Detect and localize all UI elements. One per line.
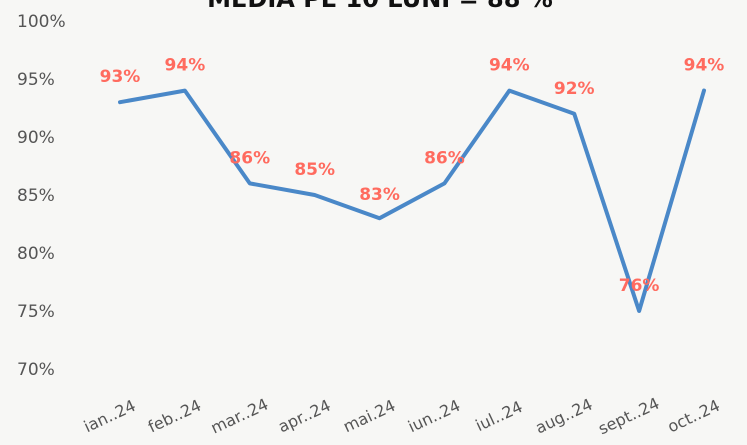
y-tick-label: 70% [17,360,55,380]
y-tick-label: 90% [17,128,55,148]
data-label: 93% [100,67,141,87]
data-label: 94% [489,56,530,76]
x-tick-label: mar..24 [208,395,271,438]
data-label: 86% [424,148,465,168]
y-tick-label: 95% [17,70,55,90]
x-tick-label: feb..24 [145,396,204,437]
x-axis: ian..24 feb..24 mar..24 apr..24 mai.24 iun..2… [81,394,723,439]
y-axis: 100% 95% 90% 85% 80% 75% 70% [17,12,66,380]
x-tick-label: aug..24 [532,395,595,438]
x-tick-label: apr..24 [275,396,333,437]
x-tick-label: mai.24 [340,396,398,437]
x-tick-label: iul..24 [473,397,526,435]
series-line [118,88,706,313]
data-label: 86% [229,148,270,168]
y-tick-label: 85% [17,186,55,206]
data-labels: 93% 94% 86% 85% 83% 86% 94% 92% 76% 94% [100,56,725,312]
data-label: 94% [165,56,206,76]
data-label: 94% [684,56,725,76]
data-label: 85% [294,160,335,180]
chart-title: MEDIA PE 10 LUNI = 88 % [207,0,553,13]
data-label: 76% [619,276,660,296]
x-tick-label: sept..24 [595,394,662,439]
y-tick-label: 75% [17,302,55,322]
x-tick-label: iun..24 [405,396,463,437]
x-tick-label: oct..24 [665,396,723,437]
y-tick-label: 100% [17,12,66,32]
x-tick-label: ian..24 [81,396,139,436]
data-label: 83% [359,185,400,205]
data-label: 92% [554,79,595,99]
y-tick-label: 80% [17,244,55,264]
